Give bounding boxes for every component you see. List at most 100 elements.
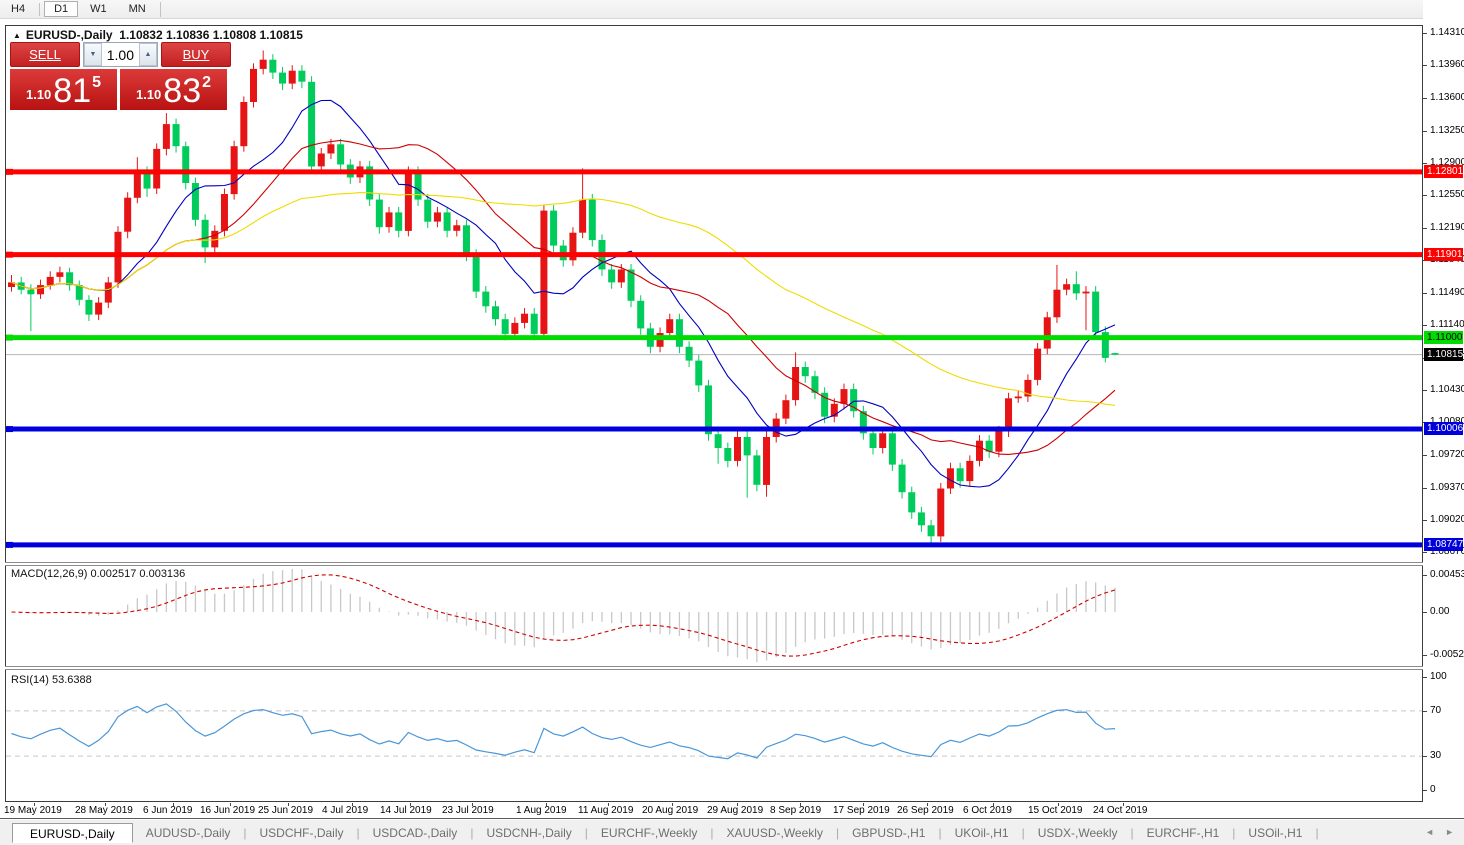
price-tick-label: 1.09720	[1430, 449, 1464, 461]
price-tick-label: 1.12190	[1430, 222, 1464, 234]
date-tick-label: 15 Oct 2019	[1028, 805, 1083, 816]
date-tick-mark	[288, 803, 289, 806]
timeframe-toolbar: H4 D1 W1 MN	[0, 0, 1464, 19]
chart-area[interactable]	[5, 25, 1423, 802]
one-click-trading-panel: SELL ▼ ▲ BUY 1.10 81 5 1.10 83 2	[10, 42, 231, 110]
timeframe-button-d1[interactable]: D1	[44, 1, 79, 17]
rsi-tick-mark	[1423, 756, 1427, 758]
tab-scroll-right-icon[interactable]: ►	[1445, 827, 1454, 837]
sell-button[interactable]: SELL	[10, 42, 80, 67]
price-tick-label: 1.10080	[1430, 416, 1464, 427]
date-tick-mark	[737, 803, 738, 806]
date-tick-mark	[34, 803, 35, 806]
macd-tick-mark	[1423, 654, 1427, 656]
chart-title: ▲ EURUSD-,Daily 1.10832 1.10836 1.10808 1…	[13, 28, 303, 42]
rsi-tick-label: 30	[1430, 750, 1442, 762]
timeframe-button-h4[interactable]: H4	[11, 3, 26, 15]
chart-tab-ukoilh1[interactable]: UKOil-,H1	[954, 825, 1009, 840]
date-tick-mark	[1123, 803, 1124, 806]
buy-button[interactable]: BUY	[161, 42, 231, 67]
sell-price-sup: 5	[92, 74, 102, 91]
rsi-tick-mark	[1423, 677, 1427, 678]
macd-axis-label: 0.004536	[1430, 568, 1464, 580]
rsi-tick-label: 70	[1430, 704, 1442, 716]
price-tick-label: 1.12900	[1430, 156, 1464, 168]
rsi-tick-mark	[1423, 790, 1427, 791]
level-price-badge: 1.11000	[1424, 330, 1463, 344]
macd-pane-splitter[interactable]	[5, 562, 1423, 566]
price-tick-mark	[1423, 390, 1427, 392]
volume-input[interactable]	[102, 43, 139, 66]
date-tick-label: 16 Jun 2019	[200, 805, 256, 816]
date-tick-label: 25 Jun 2019	[258, 805, 314, 816]
volume-up-icon[interactable]: ▲	[139, 43, 157, 66]
rsi-pane-splitter[interactable]	[5, 666, 1423, 670]
chart-tab-audusddaily[interactable]: AUDUSD-,Daily	[145, 825, 231, 840]
tab-separator: |	[470, 825, 474, 840]
price-tick-mark	[1423, 33, 1427, 34]
date-tick-mark	[105, 803, 106, 806]
date-tick-label: 20 Aug 2019	[642, 805, 699, 816]
price-tick-label: 1.11140	[1430, 318, 1464, 330]
price-tick-mark	[1423, 455, 1427, 457]
price-tick-label: 1.14310	[1430, 27, 1464, 38]
chart-tab-eurchfh1[interactable]: EURCHF-,H1	[1146, 825, 1220, 840]
date-tick-label: 19 May 2019	[4, 805, 62, 816]
price-tick-mark	[1423, 130, 1427, 132]
buy-price-big: 83	[163, 72, 202, 110]
collapse-panel-icon[interactable]: ▲	[13, 31, 21, 40]
tab-separator: |	[938, 825, 942, 840]
chart-tab-usdcaddaily[interactable]: USDCAD-,Daily	[372, 825, 458, 840]
chart-tab-usdcnhdaily[interactable]: USDCNH-,Daily	[486, 825, 572, 840]
sell-price-display[interactable]: 1.10 81 5	[10, 69, 117, 110]
price-tick-label: 1.13600	[1430, 92, 1464, 104]
date-tick-mark	[608, 803, 609, 806]
date-tick-mark	[352, 803, 353, 806]
price-tick-mark	[1423, 519, 1427, 521]
level-price-badge: 1.12801	[1424, 164, 1463, 178]
date-tick-label: 8 Sep 2019	[770, 805, 822, 816]
chart-tab-eurchfweekly[interactable]: EURCHF-,Weekly	[600, 825, 698, 840]
date-tick-mark	[546, 803, 547, 806]
rsi-tick-mark	[1423, 710, 1427, 712]
date-tick-label: 23 Jul 2019	[442, 805, 494, 816]
tab-separator: |	[356, 825, 360, 840]
chart-tab-gbpusdh1[interactable]: GBPUSD-,H1	[852, 825, 926, 840]
tab-separator: |	[243, 825, 247, 840]
price-tick-label: 1.11490	[1430, 286, 1464, 298]
ohlc-high: 1.10836	[166, 28, 210, 42]
timeframe-button-w1[interactable]: W1	[90, 3, 107, 15]
price-tick-label: 1.10430	[1430, 384, 1464, 396]
macd-indicator-label: MACD(12,26,9) 0.002517 0.003136	[11, 568, 186, 580]
ohlc-open: 1.10832	[119, 28, 163, 42]
level-price-badge: 1.08747	[1424, 537, 1463, 551]
chart-tab-xauusdweekly[interactable]: XAUUSD-,Weekly	[726, 825, 823, 840]
tab-scroll-left-icon[interactable]: ◄	[1425, 827, 1434, 837]
timeframe-button-mn[interactable]: MN	[128, 3, 146, 15]
macd-tick-mark	[1423, 612, 1427, 613]
buy-price-prefix: 1.10	[135, 87, 162, 102]
tab-separator: |	[710, 825, 714, 840]
chart-tab-bar: EURUSD-,Daily AUDUSD-,Daily | USDCHF-,Daily…	[0, 819, 1464, 845]
date-tick-label: 6 Jun 2019	[143, 805, 193, 816]
chart-tab-eurusddaily[interactable]: EURUSD-,Daily	[12, 822, 133, 843]
price-tick-mark	[1423, 292, 1427, 294]
price-tick-label: 1.13250	[1430, 124, 1464, 136]
rsi-tick-label: 100	[1430, 671, 1447, 682]
date-tick-label: 14 Jul 2019	[380, 805, 432, 816]
rsi-tick-label: 0	[1430, 784, 1436, 795]
chart-tab-usoilh1[interactable]: USOil-,H1	[1248, 825, 1303, 840]
buy-price-display[interactable]: 1.10 83 2	[120, 69, 227, 110]
chart-tab-usdchfdaily[interactable]: USDCHF-,Daily	[259, 825, 344, 840]
level-price-badge: 1.10006	[1424, 422, 1463, 436]
toolbar-separator	[39, 2, 41, 16]
price-tick-label: 1.09020	[1430, 513, 1464, 525]
date-tick-label: 11 Aug 2019	[578, 805, 634, 816]
price-tick-mark	[1423, 487, 1427, 489]
macd-axis-label: -0.005205	[1430, 648, 1464, 660]
volume-down-icon[interactable]: ▼	[84, 43, 102, 66]
chart-tab-usdxweekly[interactable]: USDX-,Weekly	[1037, 825, 1118, 840]
tab-separator: |	[1315, 825, 1319, 840]
ohlc-close: 1.10815	[259, 28, 303, 42]
price-tick-mark	[1423, 552, 1427, 553]
